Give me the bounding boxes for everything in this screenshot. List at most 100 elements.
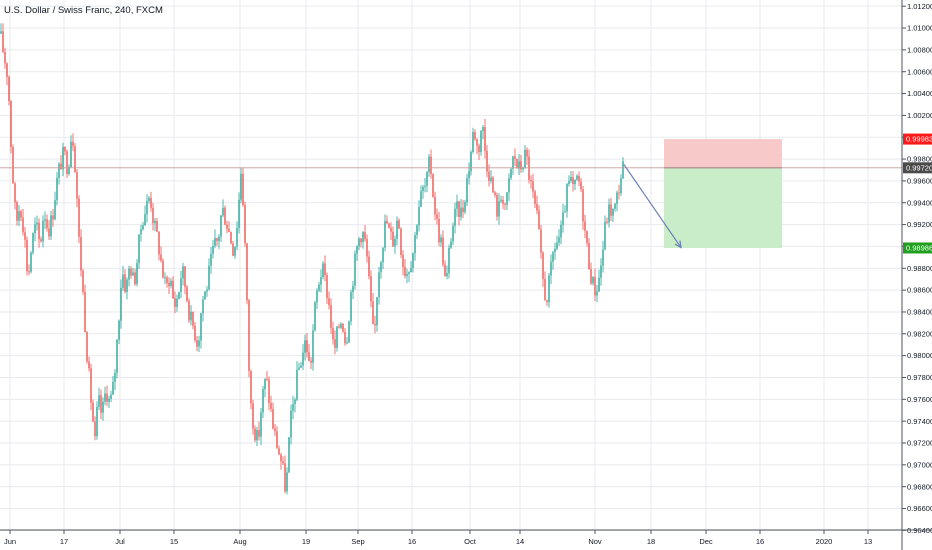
candle-up: [552, 252, 554, 262]
candle-up: [604, 221, 606, 250]
candle-up: [336, 326, 338, 348]
candle-up: [70, 141, 72, 167]
candle-up: [146, 201, 148, 215]
candle-up: [408, 272, 410, 274]
candle-up: [592, 276, 594, 284]
candle-down: [308, 352, 310, 361]
candle-down: [216, 237, 218, 242]
candle-down: [130, 268, 132, 276]
candle-up: [290, 410, 292, 438]
candle-up: [240, 173, 242, 200]
candle-up: [314, 302, 316, 331]
candle-down: [226, 224, 228, 229]
candle-down: [156, 220, 158, 232]
candle-down: [338, 326, 340, 328]
candle-up: [288, 437, 290, 473]
candle-up: [30, 252, 32, 272]
candle-down: [244, 204, 246, 244]
candle-down: [594, 276, 596, 296]
candle-down: [94, 421, 96, 437]
candle-up: [312, 330, 314, 363]
candle-down: [160, 254, 162, 261]
candle-down: [542, 252, 544, 279]
candle-down: [48, 228, 50, 237]
candle-down: [188, 300, 190, 321]
candle-up: [116, 339, 118, 373]
y-tick-label: 0.98600: [907, 286, 932, 295]
candle-up: [464, 202, 466, 212]
candle-up: [354, 253, 356, 286]
y-tick-label: 0.99400: [907, 198, 932, 207]
candle-down: [280, 454, 282, 462]
candle-up: [340, 323, 342, 328]
candle-up: [456, 201, 458, 209]
candle-down: [66, 151, 68, 175]
y-tick-label: 1.01000: [907, 24, 932, 33]
candle-up: [510, 168, 512, 179]
candle-down: [474, 132, 476, 140]
y-tick-label: 1.00800: [907, 45, 932, 54]
candle-up: [608, 204, 610, 223]
candle-up: [96, 406, 98, 437]
price-axis[interactable]: 1.01200 1.01000 1.00800 1.00600 1.00400 1.002…: [901, 0, 932, 550]
candle-down: [370, 276, 372, 302]
candle-up: [206, 289, 208, 292]
candle-down: [2, 31, 4, 52]
candle-down: [100, 395, 102, 413]
candle-down: [270, 402, 272, 409]
y-tick-label: 0.97600: [907, 395, 932, 404]
candle-down: [38, 222, 40, 240]
y-tick-label: 0.97000: [907, 460, 932, 469]
candle-up: [296, 369, 298, 400]
candle-up: [114, 372, 116, 382]
y-tick-label: 0.98000: [907, 351, 932, 360]
candle-up: [412, 253, 414, 268]
candle-down: [326, 275, 328, 299]
candle-up: [264, 378, 266, 390]
x-tick-label: 16: [408, 537, 416, 546]
candle-down: [526, 149, 528, 157]
candle-down: [6, 63, 8, 77]
candle-down: [22, 217, 24, 233]
y-tick-label: 1.00600: [907, 67, 932, 76]
candle-down: [328, 298, 330, 305]
candle-down: [306, 340, 308, 353]
forecast-arrow-head: [674, 240, 682, 249]
candle-down: [258, 430, 260, 437]
candle-down: [158, 231, 160, 255]
candle-up: [562, 212, 564, 225]
candle-up: [420, 191, 422, 207]
candle-up: [178, 292, 180, 299]
candle-up: [384, 220, 386, 248]
candle-up: [454, 208, 456, 226]
candle-up: [148, 197, 150, 202]
candle-up: [396, 220, 398, 239]
candle-down: [46, 219, 48, 229]
candle-down: [404, 266, 406, 276]
candle-down: [184, 266, 186, 287]
long-short-position-tool[interactable]: [664, 139, 782, 248]
candle-down: [398, 220, 400, 229]
candle-down: [364, 232, 366, 240]
candle-down: [532, 181, 534, 192]
candle-up: [470, 151, 472, 172]
stop-loss-zone: [664, 139, 782, 168]
candle-up: [550, 261, 552, 276]
candle-up: [448, 247, 450, 274]
candle-down: [494, 192, 496, 196]
candle-up: [170, 280, 172, 287]
candle-down: [172, 280, 174, 299]
time-axis[interactable]: Jun 17 Jul 15 Aug 19 Sep 16 Oct 14 Nov 18 Dec 16 2020 1…: [0, 529, 932, 546]
candle-down: [342, 323, 344, 332]
candle-down: [458, 201, 460, 217]
candle-up: [198, 340, 200, 347]
candle-up: [210, 253, 212, 266]
candle-down: [12, 147, 14, 184]
candle-down: [530, 179, 532, 182]
y-tick-label: 0.97400: [907, 417, 932, 426]
candle-down: [432, 174, 434, 197]
candle-up: [518, 161, 520, 169]
candle-up: [468, 171, 470, 179]
x-tick-label: 13: [864, 537, 872, 546]
